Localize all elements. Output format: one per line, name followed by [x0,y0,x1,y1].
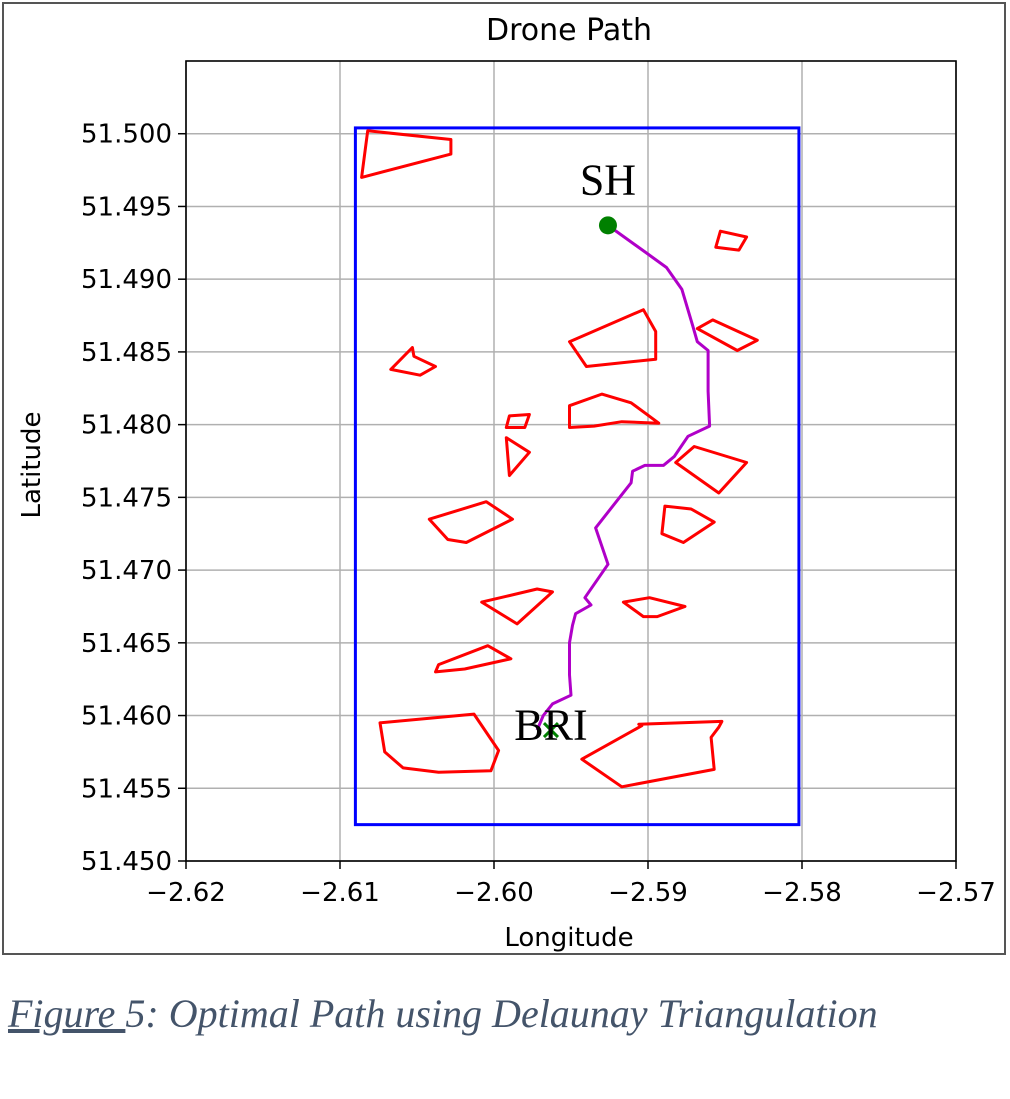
x-tick-label: −2.59 [608,878,688,908]
obstacle-polygon [427,500,514,544]
obstacle-polygon [714,229,749,252]
caption-text: 5: Optimal Path using Delaunay Triangula… [125,991,878,1036]
x-tick-label: −2.61 [300,878,380,908]
x-tick-label: −2.58 [762,878,842,908]
boundary-rectangle [353,126,801,827]
location-annotation: BRI [514,701,587,750]
location-annotation: SH [580,155,636,204]
drone-path-line [535,224,712,731]
labels-layer: Drone Path Longitude Latitude [17,13,652,953]
y-axis-label: Latitude [17,411,47,518]
obstacle-polygon [389,346,437,377]
chart-title: Drone Path [486,13,652,48]
start-point-marker [598,216,617,235]
obstacle-polygon [568,392,661,429]
figure-caption: Figure 5: Optimal Path using Delaunay Tr… [8,990,878,1037]
y-tick-label: 51.450 [81,847,172,877]
obstacles-layer [360,129,759,789]
y-tick-label: 51.460 [81,702,172,732]
obstacle-polygon [568,308,658,368]
obstacle-polygon [504,436,531,477]
y-tick-label: 51.455 [81,774,172,804]
x-tick-label: −2.60 [454,878,534,908]
figure-frame [2,2,1006,955]
y-tick-label: 51.480 [81,411,172,441]
obstacle-polygon [504,413,531,429]
obstacle-polygon [580,719,724,789]
x-tick-label: −2.62 [146,878,226,908]
annotations-layer: SH BRI [514,155,636,749]
axes-box [185,60,957,862]
boundary-layer [353,126,801,827]
y-tick-label: 51.490 [81,265,172,295]
y-tick-label: 51.475 [81,483,172,513]
end-point-marker [542,722,560,739]
obstacle-polygon [378,712,501,774]
obstacle-polygon [360,129,453,179]
drone-path-chart: −2.62 −2.61 −2.60 −2.59 −2.58 −2.57 51.450 51.4… [17,13,996,953]
obstacle-polygon [674,445,749,495]
y-tick-label: 51.470 [81,556,172,586]
ticks-layer: −2.62 −2.61 −2.60 −2.59 −2.58 −2.57 51.450 51.4… [81,120,996,908]
figure-label: Figure [8,991,126,1036]
y-tick-label: 51.495 [81,192,172,222]
y-tick-label: 51.465 [81,629,172,659]
obstacle-polygon [434,644,513,674]
obstacle-polygon [480,587,554,626]
obstacle-polygon [660,504,716,544]
y-tick-label: 51.500 [81,120,172,150]
obstacle-polygon [695,318,759,352]
obstacle-polygon [621,596,687,619]
x-tick-label: −2.57 [916,878,996,908]
path-layer [535,216,712,739]
y-tick-label: 51.485 [81,338,172,368]
x-axis-label: Longitude [504,923,633,953]
